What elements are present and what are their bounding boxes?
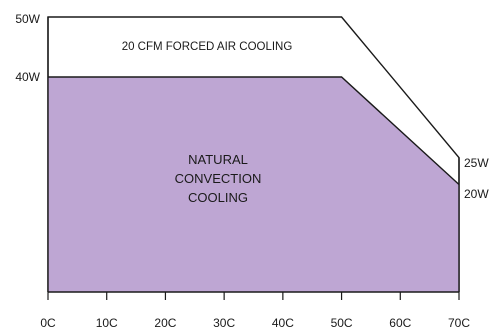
forced-air-label: 20 CFM FORCED AIR COOLING — [122, 41, 293, 53]
natural-label-line-3: COOLING — [188, 190, 248, 205]
x-tick-label: 70C — [448, 316, 470, 330]
end-label-20w: 20W — [464, 187, 489, 201]
x-tick-label: 60C — [389, 316, 411, 330]
labels-group: 20 CFM FORCED AIR COOLING NATURAL CONVEC… — [15, 12, 489, 205]
x-ticks-group: 0C 10C 20C 30C 40C 50C 60C 70C — [40, 292, 470, 330]
natural-convection-line — [48, 76, 460, 186]
x-tick-label: 20C — [154, 316, 176, 330]
natural-label-line-2: CONVECTION — [175, 171, 262, 186]
x-tick-label: 40C — [272, 316, 294, 330]
end-label-25w: 25W — [464, 156, 489, 170]
y-label-50w: 50W — [15, 12, 40, 26]
x-tick-label: 50C — [331, 316, 353, 330]
x-tick-label: 0C — [40, 316, 56, 330]
natural-label-line-1: NATURAL — [188, 152, 248, 167]
y-label-40w: 40W — [15, 70, 40, 84]
x-tick-label: 10C — [96, 316, 118, 330]
x-tick-label: 30C — [213, 316, 235, 330]
natural-convection-area — [48, 77, 459, 292]
area-series-group — [47, 16, 460, 292]
